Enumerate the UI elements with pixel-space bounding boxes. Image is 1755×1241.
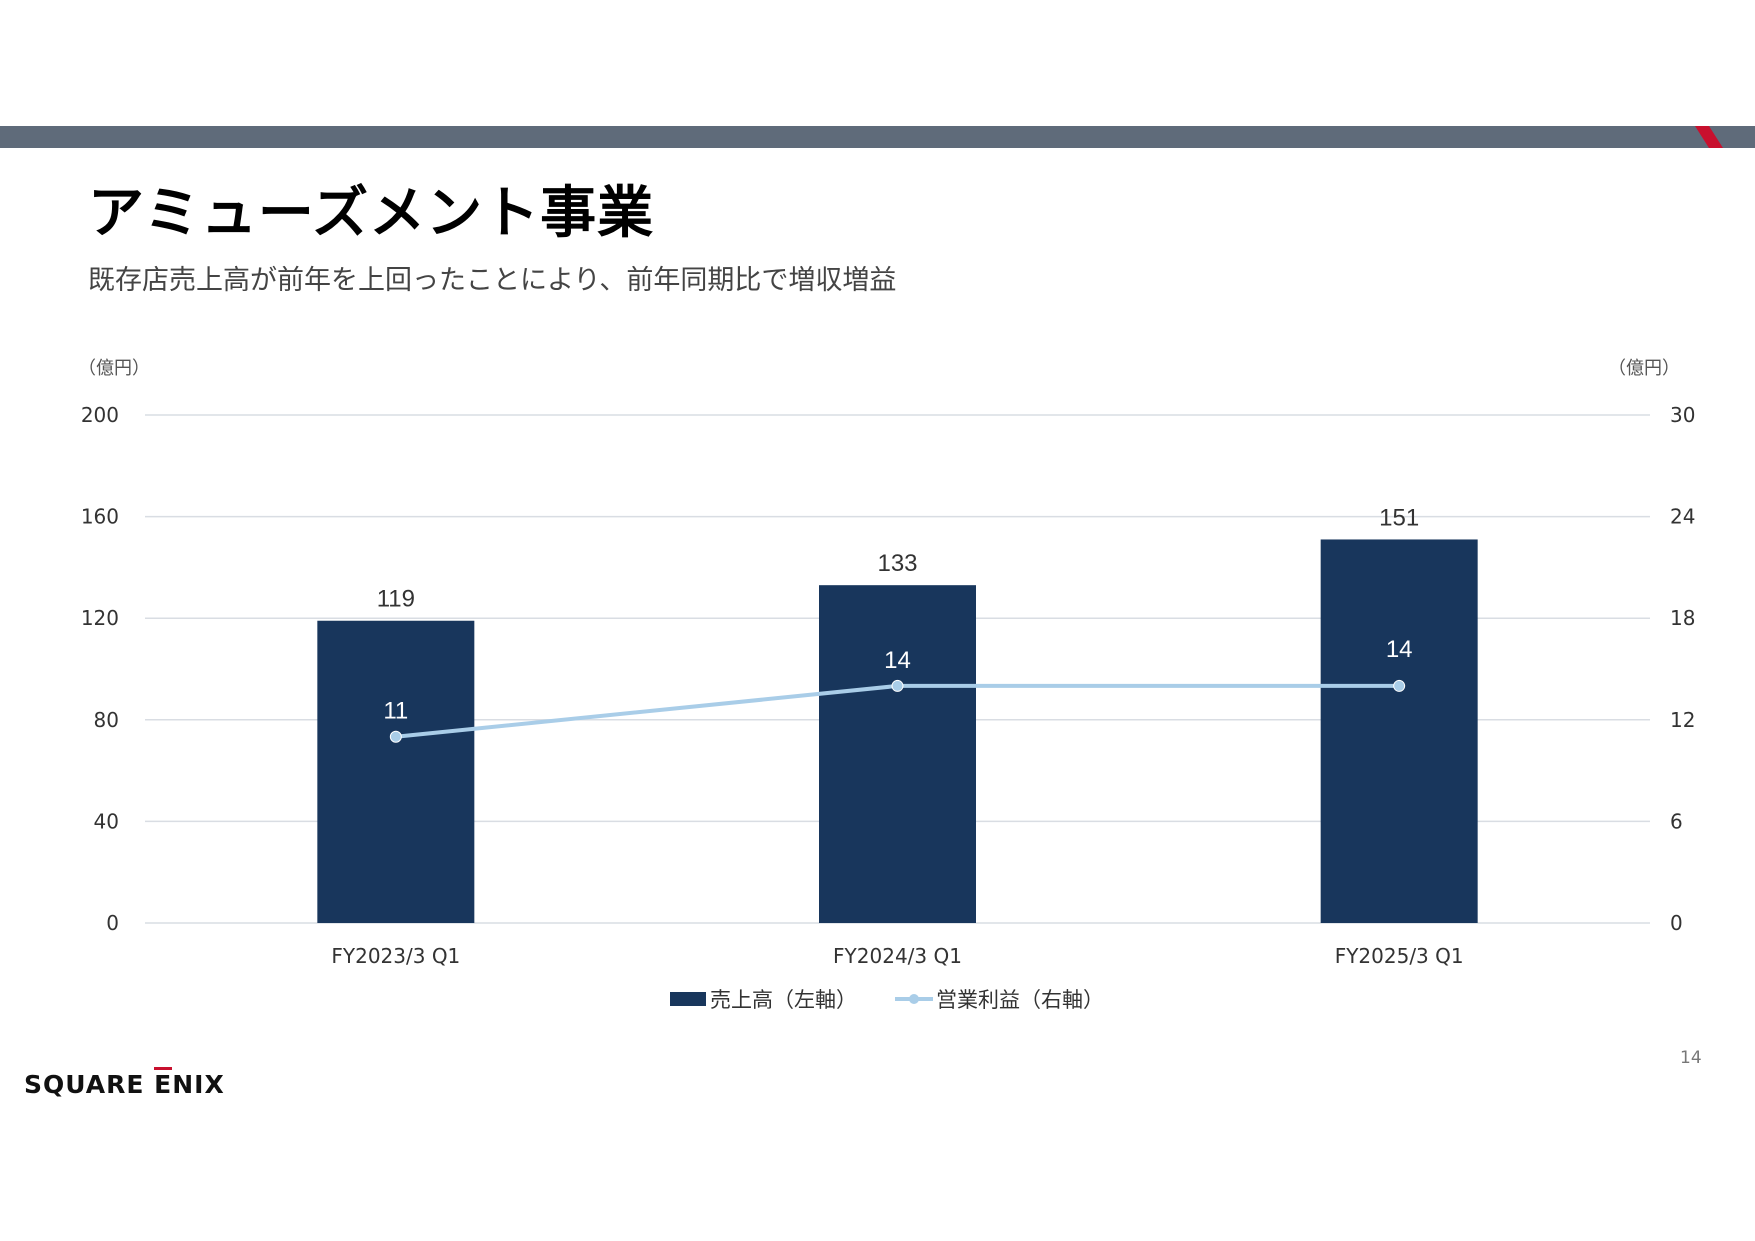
slide-title: アミューズメント事業 xyxy=(88,181,655,246)
category-label: FY2024/3 Q1 xyxy=(833,944,962,968)
category-label: FY2023/3 Q1 xyxy=(331,944,460,968)
right-axis-tick-label: 18 xyxy=(1670,606,1695,630)
logo-text-square: SQUARE xyxy=(24,1070,155,1099)
left-axis-tick-label: 120 xyxy=(81,606,119,630)
line-data-label: 14 xyxy=(884,647,911,674)
right-axis-unit-label: （億円） xyxy=(1608,358,1680,379)
line-data-label: 14 xyxy=(1386,636,1413,663)
page-number: 14 xyxy=(1680,1048,1702,1068)
right-axis-tick-label: 6 xyxy=(1670,809,1683,833)
square-enix-logo: SQUARE ENIX xyxy=(24,1067,225,1099)
left-axis-tick-label: 80 xyxy=(94,708,119,732)
legend-label-revenue: 売上高（左軸） xyxy=(710,988,857,1012)
left-axis-tick-label: 40 xyxy=(94,809,119,833)
legend-label-operating-profit: 営業利益（右軸） xyxy=(936,988,1104,1012)
left-axis-tick-label: 0 xyxy=(106,911,119,935)
line-data-label: 11 xyxy=(383,698,408,725)
right-axis-tick-label: 12 xyxy=(1670,708,1695,732)
left-axis-unit-label: （億円） xyxy=(78,358,150,379)
line-point xyxy=(891,679,904,692)
bar-data-label: 151 xyxy=(1379,504,1419,531)
left-axis-tick-label: 200 xyxy=(81,403,119,427)
header-band xyxy=(0,126,1755,148)
logo-text-e: E xyxy=(154,1067,173,1099)
category-label: FY2025/3 Q1 xyxy=(1335,944,1464,968)
line-point xyxy=(389,730,402,743)
legend-swatch-marker xyxy=(909,994,919,1004)
slide-subtitle: 既存店売上高が前年を上回ったことにより、前年同期比で増収増益 xyxy=(88,265,897,296)
bar-data-label: 119 xyxy=(377,586,415,613)
bar-revenue xyxy=(1320,539,1478,923)
right-axis-tick-label: 0 xyxy=(1670,911,1683,935)
bar-data-label: 133 xyxy=(877,550,917,577)
right-axis-tick-label: 30 xyxy=(1670,403,1695,427)
line-point xyxy=(1393,679,1406,692)
bar-revenue xyxy=(819,585,976,923)
bar-revenue xyxy=(317,620,475,923)
right-axis-tick-label: 24 xyxy=(1670,505,1695,529)
corner-accent-stripe xyxy=(1695,126,1723,148)
logo-text-nix: NIX xyxy=(172,1070,225,1099)
left-axis-tick-label: 160 xyxy=(81,505,119,529)
legend-swatch-revenue xyxy=(670,992,706,1006)
